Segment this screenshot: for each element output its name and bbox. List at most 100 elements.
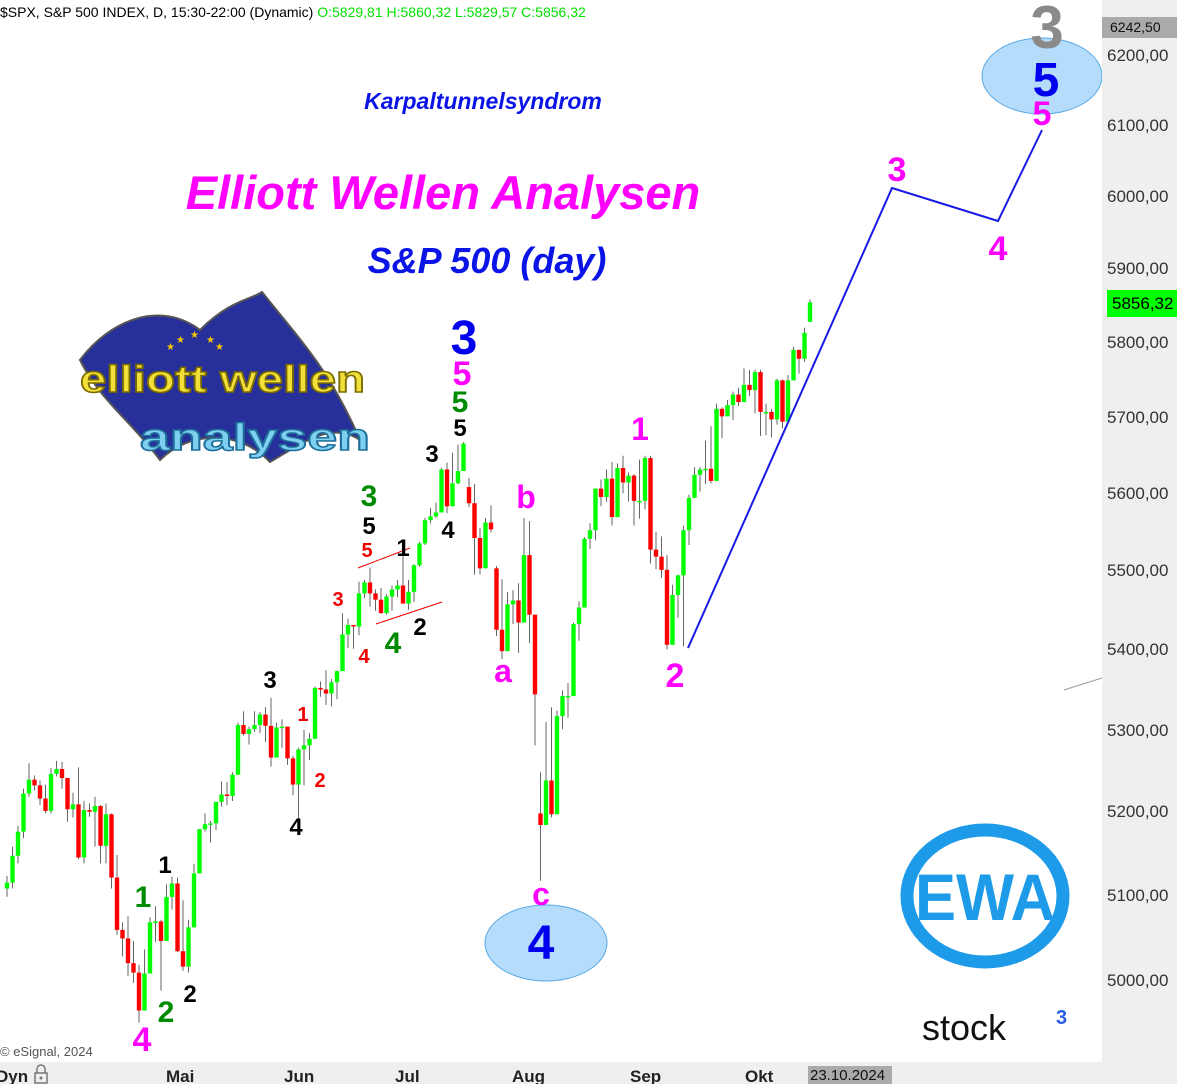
svg-text:★: ★: [206, 335, 215, 346]
candle-body: [791, 349, 796, 381]
candle-body: [725, 405, 730, 417]
candle-body: [318, 687, 323, 690]
candle-body: [131, 963, 136, 973]
candle-body: [587, 530, 593, 539]
svg-text:★: ★: [215, 342, 224, 353]
candle-body: [670, 594, 675, 645]
wave-label: 4: [528, 917, 555, 970]
candle-body: [780, 380, 785, 422]
candle-body: [103, 814, 109, 846]
candle-body: [785, 380, 791, 422]
wave-label: 3: [361, 480, 378, 513]
wave-label: 3: [888, 151, 907, 189]
candle-body: [752, 372, 758, 391]
high-marker: 6242,50: [1102, 17, 1177, 38]
candle-body: [543, 780, 549, 826]
candle-body: [538, 813, 543, 826]
wave-label: 4: [441, 517, 455, 544]
candle-body: [158, 921, 164, 941]
month-label: Mai: [166, 1067, 195, 1084]
candle-body: [494, 568, 499, 630]
candle-body: [686, 497, 692, 531]
candle-body: [395, 585, 400, 590]
month-label: Sep: [630, 1067, 662, 1084]
price-tick: 5000,00: [1107, 971, 1169, 991]
price-tick: 5700,00: [1107, 407, 1169, 427]
time-axis[interactable]: Dyn Mai Jun Jul Aug Sep Okt 23.10.2024: [0, 1062, 1177, 1084]
candle-body: [142, 973, 147, 1011]
candle-body: [708, 468, 714, 481]
candle-body: [274, 727, 279, 758]
wave4-ellipse: [484, 904, 608, 982]
candle-body: [505, 604, 510, 652]
candle-body: [153, 921, 158, 923]
candle-body: [241, 725, 246, 734]
candle-body: [719, 408, 725, 417]
candle-body: [279, 726, 285, 729]
candle-body: [631, 475, 637, 501]
candle-body: [604, 478, 609, 498]
candle-body: [114, 877, 120, 930]
price-chart[interactable]: 3 5 5 3 4 1 2 b a c 4 3 5 5 5 3 4 3 5 5 …: [0, 0, 1102, 1062]
wave-label: 5: [361, 540, 372, 562]
candle-body: [736, 394, 741, 403]
candle-body: [268, 725, 274, 758]
candle-body: [439, 469, 444, 513]
price-tick: 6200,00: [1107, 46, 1169, 66]
lock-icon[interactable]: [34, 1064, 48, 1084]
candle-body: [43, 798, 48, 811]
candle-body: [703, 468, 708, 471]
wave-label: 5: [452, 386, 469, 419]
candle-body: [180, 951, 186, 967]
candle-body: [362, 582, 367, 594]
candle-body: [411, 565, 417, 592]
candle-body: [615, 467, 620, 518]
candle-body: [747, 384, 752, 391]
month-label: Okt: [745, 1067, 774, 1084]
candle-body: [582, 538, 587, 608]
month-label: Jul: [395, 1067, 420, 1084]
cursor-date: 23.10.2024: [808, 1066, 892, 1084]
candle-body: [488, 522, 494, 530]
candle-body: [257, 714, 263, 726]
ewa-logo: EWA: [900, 823, 1070, 969]
candle-body: [301, 745, 307, 750]
wave-label: 3: [332, 589, 343, 611]
ohlc-readout: O:5829,81 H:5860,32 L:5829,57 C:5856,32: [317, 4, 586, 20]
candle-body: [554, 716, 560, 815]
wave-label: 2: [314, 770, 325, 792]
price-tick: 5600,00: [1107, 483, 1169, 503]
mode-label[interactable]: Dyn: [0, 1067, 29, 1084]
candle-body: [653, 549, 659, 557]
elliott-wellen-logo: ★ ★ ★ ★★ elliott wellen analysen: [78, 290, 371, 464]
wave-label: 4: [385, 627, 402, 660]
candle-body: [54, 768, 59, 774]
price-axis[interactable]: 6242,50 6200,00 6100,00 6000,00 5900,00 5800…: [1102, 0, 1177, 1062]
candle-body: [109, 814, 114, 878]
svg-text:★: ★: [166, 342, 175, 353]
candle-body: [576, 607, 582, 625]
candle-body: [164, 896, 169, 941]
candle-body: [450, 483, 455, 507]
candle-body: [516, 600, 521, 623]
candle-body: [21, 793, 26, 832]
candle-body: [334, 671, 340, 683]
candle-body: [296, 749, 301, 785]
candle-body: [466, 487, 472, 504]
candle-body: [367, 582, 373, 594]
candle-body: [191, 873, 197, 928]
price-tick: 5400,00: [1107, 640, 1169, 660]
candle-body: [32, 779, 37, 786]
wave-label: 5: [362, 513, 375, 540]
candle-body: [455, 471, 461, 484]
triangle-lower-line: [375, 601, 443, 625]
candle-body: [483, 522, 488, 569]
wave-label: 3: [425, 441, 438, 468]
main-title: Elliott Wellen Analysen: [185, 166, 701, 219]
candle-body: [65, 778, 70, 810]
candle-body: [406, 591, 411, 604]
candle-body: [147, 922, 153, 974]
candle-body: [208, 823, 213, 825]
candle-body: [763, 411, 769, 414]
candle-body: [521, 555, 527, 623]
